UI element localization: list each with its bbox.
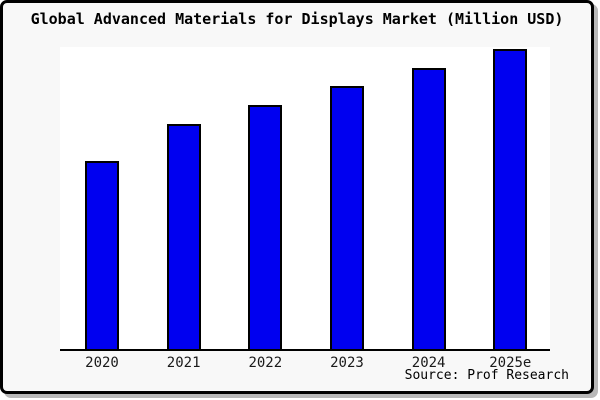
x-tick-label-2023: 2023 xyxy=(330,355,364,371)
x-axis xyxy=(60,349,550,351)
bar-2021 xyxy=(166,124,201,349)
bar-2025e xyxy=(493,49,528,349)
chart-figure: Global Advanced Materials for Displays M… xyxy=(0,0,594,394)
x-tick-label-2024: 2024 xyxy=(411,355,446,371)
plot-area xyxy=(60,47,550,349)
source-credit: Source: Prof Research xyxy=(404,368,569,383)
x-tick-label-2025e: 2025e xyxy=(489,355,532,371)
chart-title: Global Advanced Materials for Displays M… xyxy=(30,10,564,28)
bar-2023 xyxy=(329,86,364,349)
bar-2024 xyxy=(411,68,446,349)
bar-2020 xyxy=(85,161,119,349)
x-tick-label-2022: 2022 xyxy=(248,355,283,371)
x-tick-label-2021: 2021 xyxy=(166,355,201,371)
bar-2022 xyxy=(248,105,283,349)
x-tick-label-2020: 2020 xyxy=(85,355,119,371)
